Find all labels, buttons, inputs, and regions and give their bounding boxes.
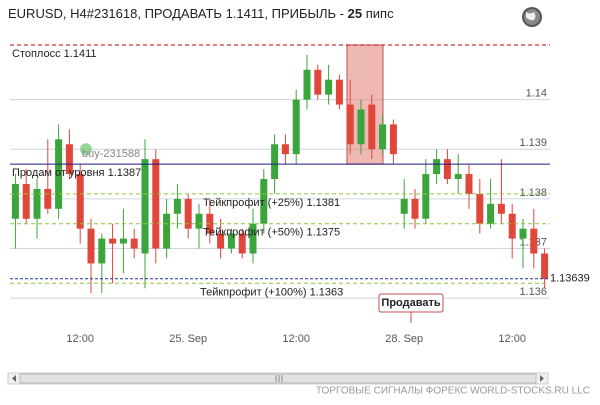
candle-body bbox=[227, 233, 235, 249]
level-value: 1.1411 bbox=[64, 48, 97, 60]
title-unit: пипс bbox=[366, 6, 394, 21]
candle-body bbox=[508, 213, 516, 239]
candle-body bbox=[163, 213, 171, 249]
candle-body bbox=[292, 99, 300, 155]
scrollbar[interactable] bbox=[7, 372, 549, 385]
title-profit: 25 bbox=[348, 6, 362, 21]
sell-button-label: Продавать bbox=[381, 297, 440, 309]
footer: ТОРГОВЫЕ СИГНАЛЫ ФОРЕКС WORLD-STOCKS.RU … bbox=[316, 386, 590, 397]
level-value: 1.1375 bbox=[307, 227, 341, 239]
level-label: Стоплосс 1.1411 bbox=[12, 48, 96, 60]
candle-body bbox=[109, 238, 117, 244]
candle-body bbox=[476, 193, 484, 224]
level-name: Тейкпрофит (+50%) bbox=[203, 227, 303, 239]
candle-body bbox=[173, 198, 181, 214]
y-tick-label: 1.136 bbox=[519, 286, 547, 298]
level-name: Стоплосс bbox=[12, 48, 61, 60]
candle-body bbox=[271, 144, 279, 180]
level-label: Продам от уровня 1.1387 bbox=[12, 167, 141, 179]
candle-body bbox=[260, 179, 268, 224]
candle-body bbox=[217, 233, 225, 249]
sell-button[interactable]: Продавать bbox=[378, 293, 444, 323]
candle-body bbox=[281, 144, 289, 155]
candle-body bbox=[400, 198, 408, 214]
candle-body bbox=[465, 174, 473, 194]
candle-body bbox=[530, 228, 538, 254]
candle-body bbox=[303, 69, 311, 100]
x-tick-label: 12:00 bbox=[498, 333, 526, 345]
candle-body bbox=[497, 203, 505, 214]
candle-body bbox=[141, 159, 149, 254]
candle-body bbox=[346, 104, 354, 145]
y-tick-label: 1.14 bbox=[526, 87, 547, 99]
current-price-label: 1.13639 bbox=[550, 273, 590, 285]
globe-icon[interactable] bbox=[522, 7, 542, 27]
x-tick-label: 25. Sep bbox=[169, 333, 207, 345]
level-value: 1.1387 bbox=[108, 167, 142, 179]
candle-body bbox=[33, 188, 41, 219]
x-tick-label: 12:00 bbox=[282, 333, 310, 345]
order-label: buy-231588 bbox=[82, 148, 140, 160]
candle-body bbox=[541, 253, 549, 279]
order-marker bbox=[80, 143, 92, 156]
title-text: EURUSD, H4#231618, ПРОДАВАТЬ 1.1411, ПРИ… bbox=[8, 6, 344, 21]
candle-body bbox=[379, 124, 387, 150]
candle-body bbox=[357, 109, 365, 145]
level-label: Тейкпрофит (+100%) 1.1363 bbox=[200, 286, 343, 298]
candle-body bbox=[152, 159, 160, 249]
y-tick-label: 1.138 bbox=[519, 187, 547, 199]
level-name: Продам от уровня bbox=[12, 167, 105, 179]
candle-body bbox=[238, 233, 246, 254]
x-tick-label: 28. Sep bbox=[385, 333, 423, 345]
candle-body bbox=[184, 198, 192, 229]
level-value: 1.1363 bbox=[310, 286, 344, 298]
candle-body bbox=[119, 238, 127, 244]
candle-body bbox=[65, 144, 73, 175]
candle-body bbox=[335, 79, 343, 105]
candle-body bbox=[454, 174, 462, 180]
candle-body bbox=[249, 223, 257, 254]
stoploss-zone bbox=[346, 44, 384, 165]
level-value: 1.1381 bbox=[307, 197, 341, 209]
candle-body bbox=[368, 104, 376, 150]
level-label: Тейкпрофит (+50%) 1.1375 bbox=[203, 227, 340, 239]
candle-body bbox=[22, 183, 30, 219]
candle-body bbox=[433, 159, 441, 175]
current-price-box bbox=[548, 271, 596, 286]
x-tick-label: 12:00 bbox=[66, 333, 94, 345]
candle-body bbox=[487, 203, 495, 224]
candle-body bbox=[55, 139, 63, 209]
candle-body bbox=[411, 198, 419, 219]
candle-body bbox=[314, 69, 322, 95]
candle-body bbox=[389, 124, 397, 155]
candle-body bbox=[130, 238, 138, 249]
candle-body bbox=[98, 238, 106, 264]
candle-body bbox=[519, 228, 527, 239]
candle-body bbox=[76, 174, 84, 229]
candle-body bbox=[195, 213, 203, 229]
candle-body bbox=[325, 79, 333, 95]
candle-body bbox=[44, 188, 52, 209]
level-name: Тейкпрофит (+25%) bbox=[203, 197, 303, 209]
scroll-thumb[interactable] bbox=[19, 373, 537, 384]
level-name: Тейкпрофит (+100%) bbox=[200, 286, 307, 298]
chart-title: EURUSD, H4#231618, ПРОДАВАТЬ 1.1411, ПРИ… bbox=[8, 6, 394, 21]
y-tick-label: 1.139 bbox=[519, 137, 547, 149]
candle-body bbox=[11, 183, 19, 219]
candle-body bbox=[422, 174, 430, 219]
candle-body bbox=[443, 159, 451, 180]
level-label: Тейкпрофит (+25%) 1.1381 bbox=[203, 197, 340, 209]
candle-body bbox=[87, 228, 95, 264]
